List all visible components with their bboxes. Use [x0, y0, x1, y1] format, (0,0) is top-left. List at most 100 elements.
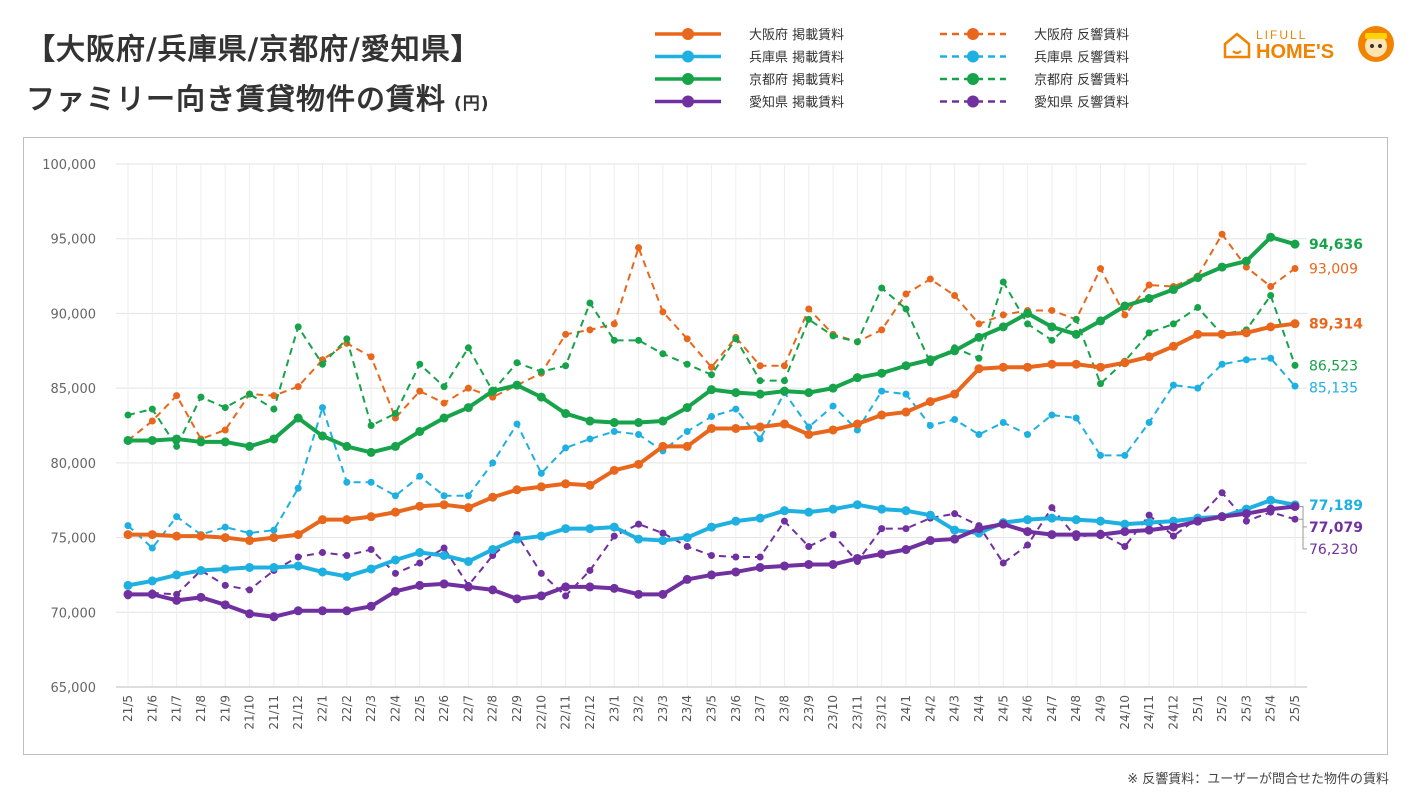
data-point [877, 504, 887, 514]
x-tick-label: 24/1 [899, 695, 913, 722]
footnote: ※ 反響賃料：ユーザーが問合せた物件の賃料 [1127, 772, 1389, 787]
data-point [1023, 362, 1033, 372]
data-point [390, 555, 400, 565]
data-point [269, 562, 279, 572]
data-point [683, 335, 691, 343]
data-point [950, 389, 960, 399]
legend-label: 京都府 掲載賃料 [749, 72, 844, 88]
x-tick-label: 22/9 [510, 695, 524, 722]
x-tick-label: 23/12 [875, 695, 889, 730]
data-point [1218, 489, 1226, 497]
data-point [683, 360, 691, 368]
data-point [366, 512, 376, 522]
data-point [246, 586, 254, 594]
data-point [635, 520, 643, 528]
data-point [439, 551, 449, 561]
data-point [562, 444, 570, 452]
data-point [269, 434, 279, 444]
x-tick-label: 24/4 [972, 695, 986, 722]
data-point [1266, 232, 1276, 242]
legend-marker [682, 73, 694, 85]
x-tick-label: 24/12 [1166, 695, 1180, 730]
data-point [634, 418, 644, 428]
data-point [1267, 283, 1275, 291]
data-point [415, 580, 425, 590]
data-point [974, 524, 984, 534]
y-tick-label: 65,000 [51, 681, 97, 696]
data-point [536, 392, 546, 402]
data-point [1218, 360, 1226, 368]
data-point [319, 549, 326, 557]
data-point [732, 335, 740, 343]
legend-item-osaka-dashed: 大阪府 反響賃料 [940, 27, 1129, 43]
data-point [342, 606, 352, 616]
x-tick-label: 24/7 [1045, 695, 1059, 722]
data-point [829, 332, 837, 340]
data-point [172, 570, 182, 580]
x-tick-label: 22/12 [583, 695, 597, 730]
data-point [293, 413, 303, 423]
line-chart: 100,000 95,000 90,000 85,000 80,000 75,000 70,… [42, 158, 1363, 730]
x-tick-label: 25/1 [1191, 695, 1205, 722]
x-tick-label: 21/9 [218, 695, 232, 722]
data-point [1047, 359, 1057, 369]
data-point [512, 380, 522, 390]
data-point [974, 332, 984, 342]
data-point [1266, 504, 1276, 514]
legend-marker [682, 50, 694, 63]
data-point [1024, 430, 1032, 438]
data-point [998, 322, 1008, 332]
legend-marker [682, 28, 694, 40]
data-point [829, 402, 837, 410]
data-point [1072, 315, 1080, 323]
data-point [731, 516, 741, 526]
data-point [708, 363, 715, 371]
data-point [561, 582, 571, 592]
data-point [415, 501, 425, 511]
data-point [756, 553, 764, 561]
data-point [463, 403, 473, 413]
end-label-leader [1299, 518, 1307, 550]
legend-item-kyoto-dashed: 京都府 反響賃料 [940, 72, 1129, 88]
data-point [536, 482, 546, 492]
x-tick-label: 21/11 [267, 695, 281, 730]
y-tick-label: 100,000 [42, 158, 96, 173]
data-point [293, 606, 303, 616]
data-point [343, 478, 351, 486]
data-point [756, 362, 764, 370]
data-point [805, 423, 813, 431]
data-point [464, 384, 472, 392]
data-point [148, 405, 156, 413]
end-value-label: 76,230 [1309, 542, 1358, 558]
data-point [246, 390, 254, 398]
data-point [828, 559, 838, 569]
legend-item-hyogo-solid: 兵庫県 掲載賃料 [655, 50, 844, 66]
house-icon [1223, 32, 1251, 59]
data-point [779, 561, 789, 571]
data-point [269, 533, 279, 543]
data-point [390, 441, 400, 451]
x-tick-label: 22/11 [559, 695, 573, 730]
data-point [463, 556, 473, 566]
data-point [682, 441, 692, 451]
data-point [707, 570, 716, 580]
data-point [1023, 527, 1033, 537]
data-point [975, 430, 983, 438]
data-point [975, 320, 983, 328]
data-point [197, 393, 205, 401]
data-point [1242, 517, 1250, 525]
data-point [852, 419, 862, 429]
data-point [755, 513, 765, 523]
y-tick-label: 70,000 [51, 606, 97, 621]
y-tick-label: 75,000 [51, 532, 97, 547]
data-point [1144, 352, 1154, 362]
data-point [901, 506, 911, 516]
data-point [488, 492, 498, 502]
legend-item-osaka-solid: 大阪府 掲載賃料 [655, 27, 844, 43]
data-point [512, 594, 522, 604]
data-point [659, 308, 667, 316]
data-point [1290, 502, 1300, 512]
data-point [147, 576, 157, 586]
data-point [1072, 414, 1080, 422]
data-point [245, 536, 255, 546]
